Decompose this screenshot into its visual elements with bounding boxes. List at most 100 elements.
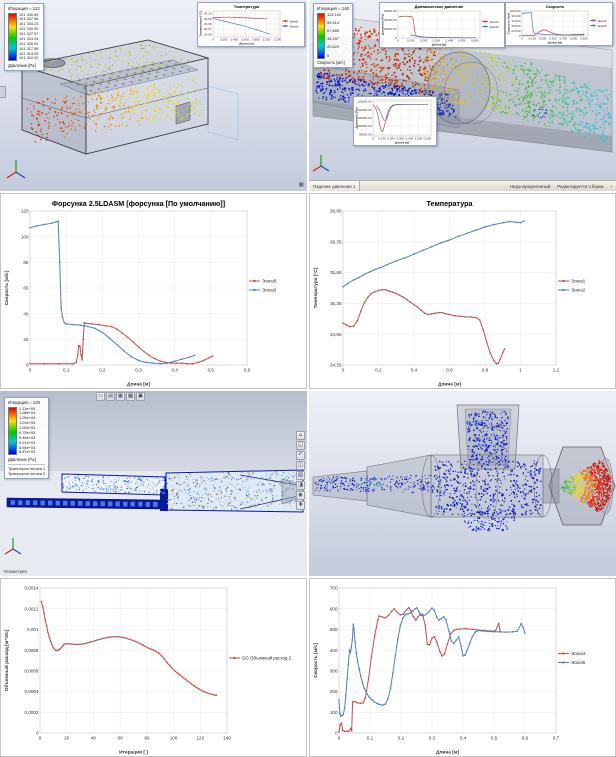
svg-text:Эскиз1: Эскиз1 — [571, 278, 586, 283]
add-view-icon[interactable]: ✚ — [296, 501, 305, 510]
svg-text:0,6: 0,6 — [446, 368, 453, 373]
svg-text:0,600: 0,600 — [241, 38, 249, 42]
svg-text:48.000: 48.000 — [511, 24, 521, 28]
color-scale-legend: Итерация = 112 101 340.89 101 337.56 101 3… — [4, 3, 44, 71]
enclosure-3d-scene — [6, 39, 239, 179]
legend-value: 101 320.91 — [19, 40, 39, 46]
injector-3d-scene — [312, 404, 616, 532]
svg-text:99500.00: 99500.00 — [359, 132, 372, 136]
section-view-icon[interactable]: ◫ — [296, 461, 305, 470]
legend-value: 0 — [327, 52, 330, 58]
legend-value: 101 337.56 — [19, 16, 39, 22]
svg-text:Эскиз5: Эскиз5 — [262, 278, 277, 283]
legend-value: 101 330.90 — [19, 26, 39, 32]
panel-pipe-particle-viewport: Итерация = 140 113.143 90.514 67.886 45.257… — [309, 0, 616, 191]
color-scale-legend: Итерация = 120 1.11e+04 1.08e+04 1.05e+04 1… — [4, 397, 50, 480]
status-editing-assembly: Редактируется Сборка — [557, 183, 604, 189]
viewport-side-toolbar: ⌂ ◱ ↶ ◫ ▧ ◨ ◉ ✚ — [296, 431, 305, 510]
svg-text:0,300: 0,300 — [549, 37, 557, 41]
svg-text:35,35: 35,35 — [330, 301, 342, 306]
panel-temperature-chart: 0 0,2 0,4 0,6 0,8 1 1,2 34,35 34,85 35,35 35,85 36,… — [309, 193, 616, 389]
display-settings-icon[interactable]: ▣ — [298, 181, 304, 188]
svg-text:72.000: 72.000 — [511, 19, 521, 23]
svg-text:Эскиз2: Эскиз2 — [290, 24, 299, 28]
svg-text:0,600: 0,600 — [580, 37, 588, 41]
svg-text:Температура: Температура — [234, 4, 260, 9]
svg-text:Длина [м]: Длина [м] — [548, 41, 562, 45]
svg-text:0,300: 0,300 — [433, 39, 441, 43]
svg-text:34,35: 34,35 — [330, 363, 342, 368]
svg-text:0,6: 0,6 — [244, 368, 251, 373]
svg-text:0,100: 0,100 — [407, 39, 415, 43]
legend-value: 8.67e+03 — [19, 449, 36, 455]
particle-traces — [26, 42, 203, 143]
view-orientation-label: *Изометрия — [3, 569, 27, 574]
view-orientation-icon[interactable]: ▧ — [296, 471, 305, 480]
panel-volume-flow-chart: 0 20 40 60 80 100 120 140 0 0,0002 0,0004 0,0006 0,0… — [0, 578, 307, 757]
svg-text:80: 80 — [23, 260, 29, 265]
chart-dynamic-pressure-inset: 0 0,100 0,200 0,300 0,400 0,500 0,600 0 20000.00… — [379, 2, 505, 48]
svg-text:0,3: 0,3 — [135, 368, 142, 373]
home-view-icon[interactable]: ⌂ — [296, 431, 305, 440]
color-scale-legend: Итерация = 140 113.143 90.514 67.886 45.257… — [313, 3, 354, 68]
legend-value: 101 324.24 — [19, 35, 39, 41]
svg-text:0: 0 — [521, 37, 523, 41]
svg-text:0,8: 0,8 — [482, 368, 489, 373]
legend-value: 101 317.58 — [19, 45, 39, 51]
zoom-fit-icon[interactable]: ◱ — [296, 441, 305, 450]
legend-value: 1.08e+04 — [19, 410, 36, 416]
legend-value: 101 334.23 — [19, 21, 39, 27]
svg-text:120.000: 120.000 — [510, 9, 521, 13]
svg-text:100000.00: 100000.00 — [357, 124, 372, 128]
svg-text:0,200: 0,200 — [420, 39, 428, 43]
chart-velocity-length: 0 0,1 0,2 0,3 0,4 0,5 0,6 0,7 0 100 200 300 400 500 60… — [311, 580, 614, 756]
status-bar: Падение давления 1 Недоопределенный Реда… — [309, 180, 616, 191]
panel-collapse-tab[interactable] — [0, 86, 6, 98]
panel-enclosure-flow-viewport: Итерация = 112 101 340.89 101 337.56 101 3… — [0, 0, 307, 191]
svg-text:Эскиз3: Эскиз3 — [490, 20, 499, 24]
svg-text:Динамическое давление: Динамическое давление — [415, 4, 465, 9]
svg-text:0,200: 0,200 — [220, 38, 228, 42]
previous-view-icon[interactable]: ↶ — [296, 451, 305, 460]
toolbar-shaded-icon[interactable]: ▩ — [126, 392, 135, 401]
svg-text:0,500: 0,500 — [458, 39, 466, 43]
legend-unit-label: Давление [Pa] — [8, 62, 36, 68]
svg-text:35,85: 35,85 — [330, 270, 342, 275]
pipe-coupling — [427, 51, 491, 125]
svg-text:0,2: 0,2 — [99, 368, 106, 373]
legend-value: 22.629 — [327, 44, 339, 50]
toolbar-section-icon[interactable]: ▤ — [106, 392, 115, 401]
legend-value: 1.03e+04 — [19, 420, 36, 426]
toolbar-zoom-icon[interactable]: ▭ — [96, 392, 105, 401]
orientation-triad-icon — [4, 538, 22, 555]
svg-text:Скорость: Скорость — [546, 4, 565, 9]
svg-text:0: 0 — [29, 368, 32, 373]
svg-text:0,400: 0,400 — [446, 39, 454, 43]
legend-value: 113.143 — [327, 11, 341, 17]
svg-text:34,85: 34,85 — [330, 332, 342, 337]
vertical-inlet — [456, 404, 520, 470]
svg-text:1,2: 1,2 — [553, 368, 560, 373]
document-tab[interactable]: Падение давления 1 — [309, 181, 361, 191]
svg-text:0,4: 0,4 — [411, 368, 418, 373]
toolbar-wireframe-icon[interactable]: ▦ — [116, 392, 125, 401]
svg-text:24.000: 24.000 — [511, 29, 521, 33]
svg-text:Эскиз5: Эскиз5 — [490, 25, 499, 29]
svg-text:96.000: 96.000 — [511, 14, 521, 18]
svg-text:Длина [м]: Длина [м] — [438, 382, 461, 388]
flow-speckle-field — [10, 470, 303, 512]
svg-text:36,85: 36,85 — [330, 209, 342, 214]
toolbar-settings-icon[interactable]: ▣ — [136, 392, 145, 401]
svg-text:0,600: 0,600 — [424, 137, 432, 141]
svg-text:60: 60 — [23, 286, 29, 291]
svg-text:20: 20 — [23, 337, 29, 342]
visibility-icon[interactable]: ◉ — [296, 491, 305, 500]
display-style-icon[interactable]: ◨ — [296, 481, 305, 490]
chart-velocity-inset: 0 0,100 0,200 0,300 0,400 0,500 0,600 0 24.000 48… — [505, 2, 613, 46]
legend-value: 101 327.57 — [19, 31, 39, 36]
selection-outline — [207, 85, 239, 141]
svg-text:0,200: 0,200 — [387, 137, 395, 141]
chart-pressure-inset: 0 0,100 0,200 0,300 0,400 0,500 0,600 99500.00 1… — [353, 96, 437, 146]
legend-value: 90.514 — [327, 19, 339, 25]
svg-text:20000.00: 20000.00 — [384, 27, 397, 31]
